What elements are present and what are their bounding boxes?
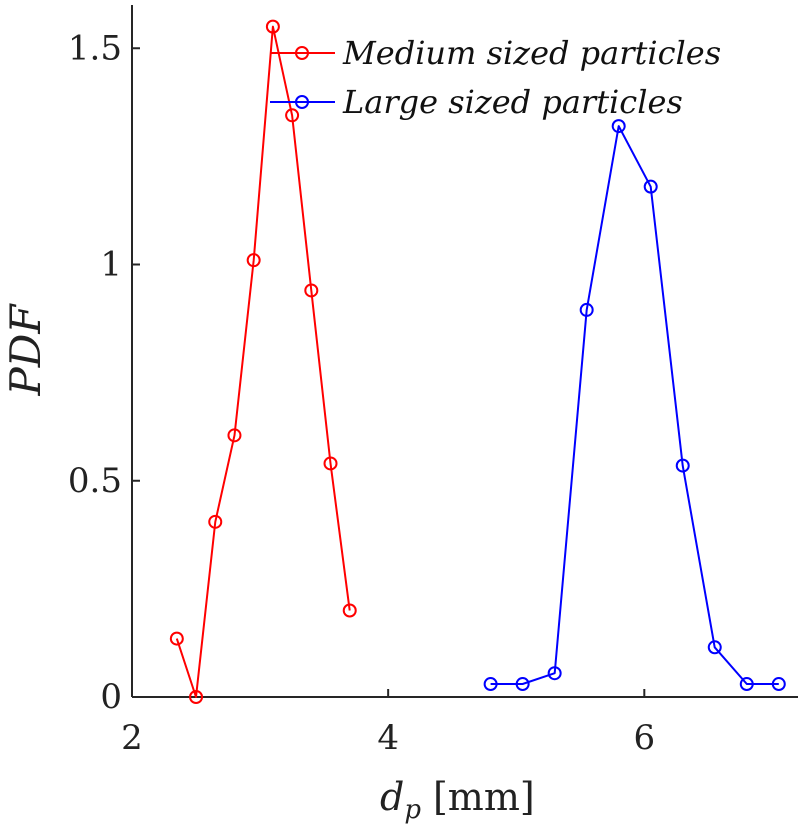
data-point-large: [707, 640, 722, 655]
legend-label-large: Large sized particles: [342, 83, 683, 121]
x-axis-title: dp [mm]: [380, 775, 535, 825]
data-point-large: [579, 302, 594, 317]
data-point-medium: [285, 108, 300, 123]
y-tick-label: 0.5: [68, 461, 122, 501]
x-tick-label: 2: [121, 718, 143, 758]
series-layer: [169, 19, 786, 704]
data-point-medium: [265, 19, 280, 34]
data-point-medium: [169, 631, 184, 646]
data-point-medium: [304, 283, 319, 298]
data-point-large: [547, 666, 562, 681]
y-tick-label: 1.5: [68, 28, 122, 68]
data-point-medium: [342, 603, 357, 618]
series-line-medium: [175, 25, 351, 698]
x-axis-title-main: d: [380, 775, 404, 819]
data-point-medium: [189, 690, 204, 704]
legend-marker-medium: [295, 46, 309, 60]
legend: Medium sized particles Large sized parti…: [270, 34, 721, 121]
y-ticks: 0 0.5 1 1.5: [68, 28, 140, 717]
y-axis-title: PDF: [1, 303, 50, 397]
data-point-large: [675, 458, 690, 473]
data-point-large: [611, 119, 626, 134]
data-point-large: [483, 677, 498, 692]
legend-marker-large: [295, 95, 309, 109]
data-point-large: [771, 677, 786, 692]
x-tick-label: 4: [377, 718, 399, 758]
x-tick-label: 6: [633, 718, 655, 758]
data-point-large: [515, 677, 530, 692]
y-tick-label: 0: [100, 677, 122, 717]
data-point-large: [739, 677, 754, 692]
data-point-medium: [246, 253, 261, 268]
x-axis-title-unit: [mm]: [433, 775, 535, 819]
legend-label-medium: Medium sized particles: [342, 34, 721, 72]
data-point-large: [643, 179, 658, 194]
data-point-medium: [208, 514, 223, 529]
series-line-large: [490, 125, 779, 685]
data-point-medium: [323, 456, 338, 471]
y-tick-label: 1: [100, 245, 122, 285]
x-axis-title-sub: p: [404, 795, 421, 825]
x-ticks: 2 4 6: [121, 689, 655, 758]
data-point-medium: [227, 428, 242, 443]
